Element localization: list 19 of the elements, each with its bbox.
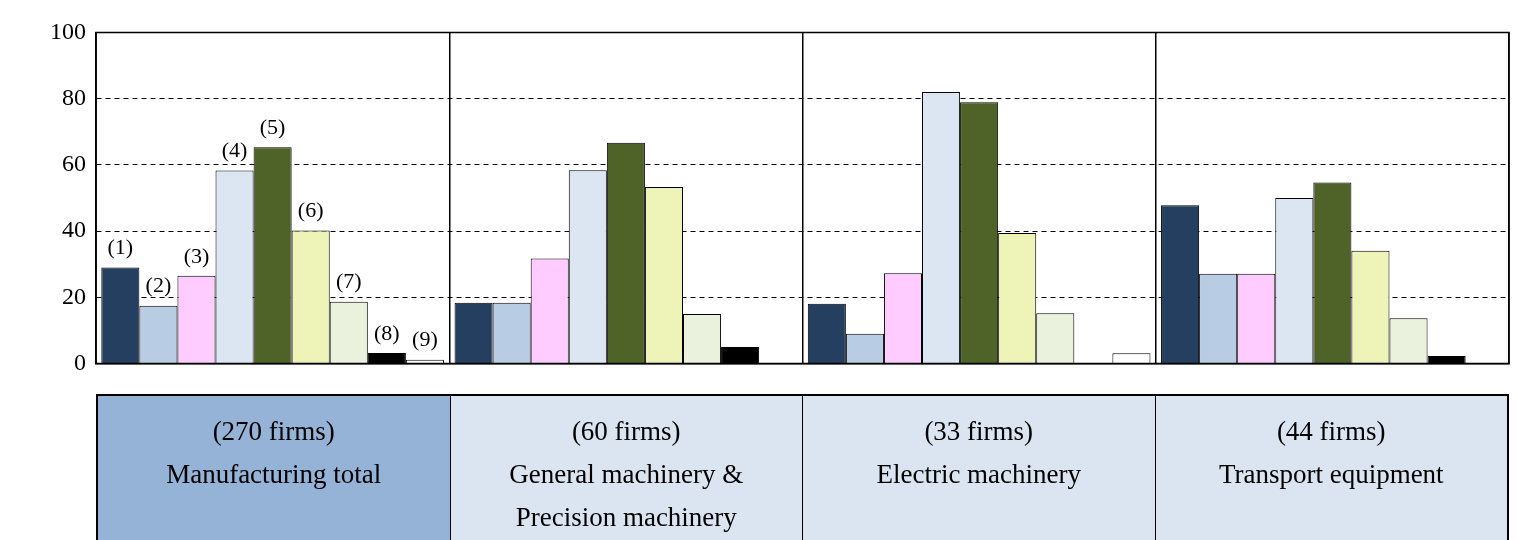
series-label: (7) — [335, 268, 362, 294]
series-label: (6) — [297, 197, 324, 223]
x-tick-label: (44 firms) Transport equipment — [1217, 415, 1445, 491]
series-label: (3) — [183, 242, 210, 268]
series-label: (8) — [374, 319, 400, 345]
x-tick-label: (60 firms) General machinery & Precision machinery — [508, 415, 745, 534]
y-tick-label: 80 — [62, 83, 86, 110]
series-label: (9) — [412, 326, 438, 352]
y-tick-label: 0 — [74, 348, 86, 375]
y-tick-label: 40 — [62, 216, 86, 243]
series-label: (4) — [221, 137, 248, 163]
x-tick-label: (33 firms) Electric machinery — [875, 415, 1083, 491]
series-label: (1) — [107, 234, 134, 260]
x-tick-label: (270 firms) Manufacturing total — [165, 415, 383, 491]
y-tick-label: 60 — [62, 150, 86, 177]
series-label: (5) — [259, 114, 286, 140]
series-label: (2) — [145, 272, 172, 298]
y-tick-label: 100 — [50, 17, 86, 44]
y-tick-label: 20 — [62, 282, 86, 309]
